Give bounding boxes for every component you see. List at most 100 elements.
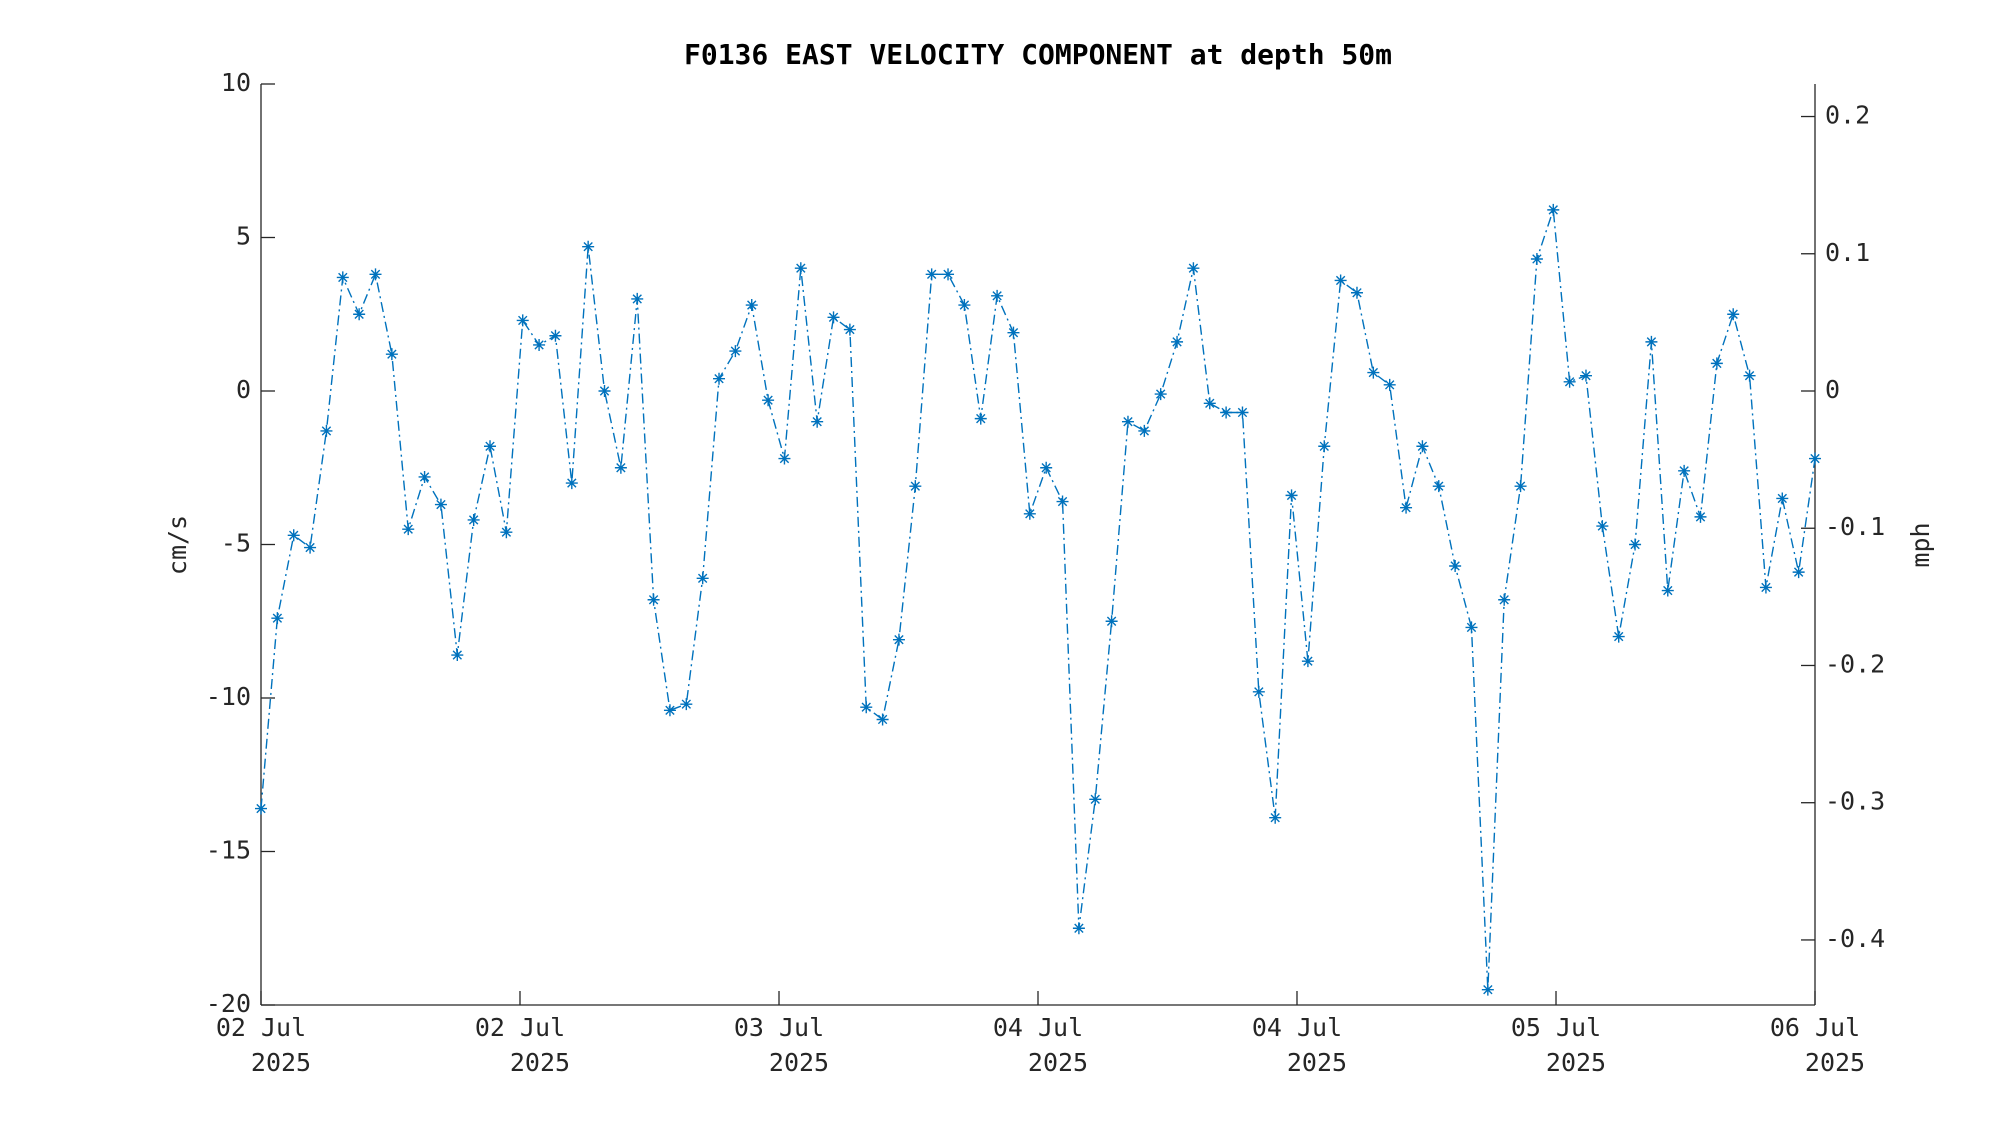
data-point (1432, 480, 1445, 493)
data-point (1596, 520, 1609, 533)
y2-tick-label: -0.4 (1825, 924, 1885, 953)
data-point (1400, 501, 1413, 514)
data-point (713, 372, 726, 385)
x-tick-label: 06 Jul (1770, 1013, 1860, 1042)
data-point (892, 633, 905, 646)
y-tick-label: 0 (236, 375, 251, 404)
data-point (843, 323, 856, 336)
data-point (1301, 655, 1314, 668)
data-point (1007, 326, 1020, 339)
x-tick-label: 04 Jul (1252, 1013, 1342, 1042)
x-tick-label: 02 Jul (475, 1013, 565, 1042)
data-point (925, 268, 938, 281)
data-point (451, 649, 464, 662)
data-point (1269, 811, 1282, 824)
data-point (942, 268, 955, 281)
x-tick-label: 04 Jul (993, 1013, 1083, 1042)
data-point (484, 440, 497, 453)
data-point (631, 292, 644, 305)
data-point (663, 704, 676, 717)
data-point (991, 289, 1004, 302)
data-point (434, 498, 447, 511)
y-axis-label: cm/s (163, 515, 192, 575)
data-point (1334, 274, 1347, 287)
data-point (1416, 440, 1429, 453)
x-tick-label: 2025 (769, 1048, 829, 1077)
data-point (1563, 375, 1576, 388)
data-point (1498, 593, 1511, 606)
data-point (827, 311, 840, 324)
y2-axis-label: mph (1906, 522, 1935, 567)
data-point (1187, 262, 1200, 275)
data-point (336, 271, 349, 284)
x-tick-label: 2025 (1028, 1048, 1088, 1077)
data-point (1236, 406, 1249, 419)
x-tick-label: 03 Jul (734, 1013, 824, 1042)
data-point (402, 523, 415, 536)
data-point (255, 802, 267, 815)
data-point (1481, 983, 1494, 996)
y-tick-label: -15 (206, 836, 251, 865)
data-point (1612, 630, 1625, 643)
data-point (1383, 378, 1396, 391)
x-tick-label: 2025 (251, 1048, 311, 1077)
data-point (778, 452, 791, 465)
data-point (811, 415, 824, 428)
data-point (500, 526, 513, 539)
data-point (1629, 538, 1642, 551)
data-point (467, 513, 480, 526)
data-point (1547, 203, 1560, 216)
x-tick-label: 2025 (1546, 1048, 1606, 1077)
data-point (304, 541, 317, 554)
y2-tick-label: 0.1 (1825, 238, 1870, 267)
data-point (1710, 357, 1723, 370)
x-tick-label: 2025 (1805, 1048, 1865, 1077)
y2-tick-label: -0.3 (1825, 787, 1885, 816)
data-point (1645, 335, 1658, 348)
data-point (533, 338, 546, 351)
y-tick-label: 5 (236, 222, 251, 251)
data-point (745, 299, 758, 312)
data-point (598, 385, 611, 397)
data-point (582, 240, 595, 253)
y2-tick-label: -0.2 (1825, 649, 1885, 678)
x-tick-label: 05 Jul (1511, 1013, 1601, 1042)
data-line (260, 209, 1816, 990)
data-point (1465, 621, 1478, 634)
data-point (1759, 581, 1772, 594)
x-tick-label: 2025 (510, 1048, 570, 1077)
data-point (729, 345, 742, 358)
data-point (1040, 461, 1053, 474)
y2-tick-label: 0.2 (1825, 101, 1870, 130)
data-point (614, 461, 627, 474)
data-point (549, 329, 562, 342)
data-point (1514, 480, 1527, 493)
data-point (860, 701, 873, 714)
y-tick-label: 10 (221, 68, 251, 97)
data-point (696, 572, 709, 585)
data-point (958, 299, 971, 312)
data-point (1171, 335, 1184, 348)
y2-tick-label: -0.1 (1825, 512, 1885, 541)
data-point (1530, 252, 1543, 265)
data-point (1743, 369, 1756, 382)
data-point (1072, 922, 1085, 935)
x-tick-label: 2025 (1287, 1048, 1347, 1077)
y-tick-label: -10 (206, 682, 251, 711)
x-tick-label: 02 Jul (216, 1013, 306, 1042)
data-point (1318, 440, 1331, 453)
data-point (1809, 452, 1821, 465)
data-point (1727, 308, 1740, 321)
data-point (647, 593, 660, 606)
data-point (876, 713, 889, 726)
data-point (1776, 492, 1789, 505)
data-point (271, 612, 284, 625)
data-point (794, 262, 807, 275)
data-point (974, 412, 987, 425)
data-point (1350, 286, 1363, 299)
data-point (418, 470, 431, 483)
y-tick-label: -5 (221, 529, 251, 558)
data-point (762, 394, 775, 407)
data-point (1792, 566, 1805, 579)
